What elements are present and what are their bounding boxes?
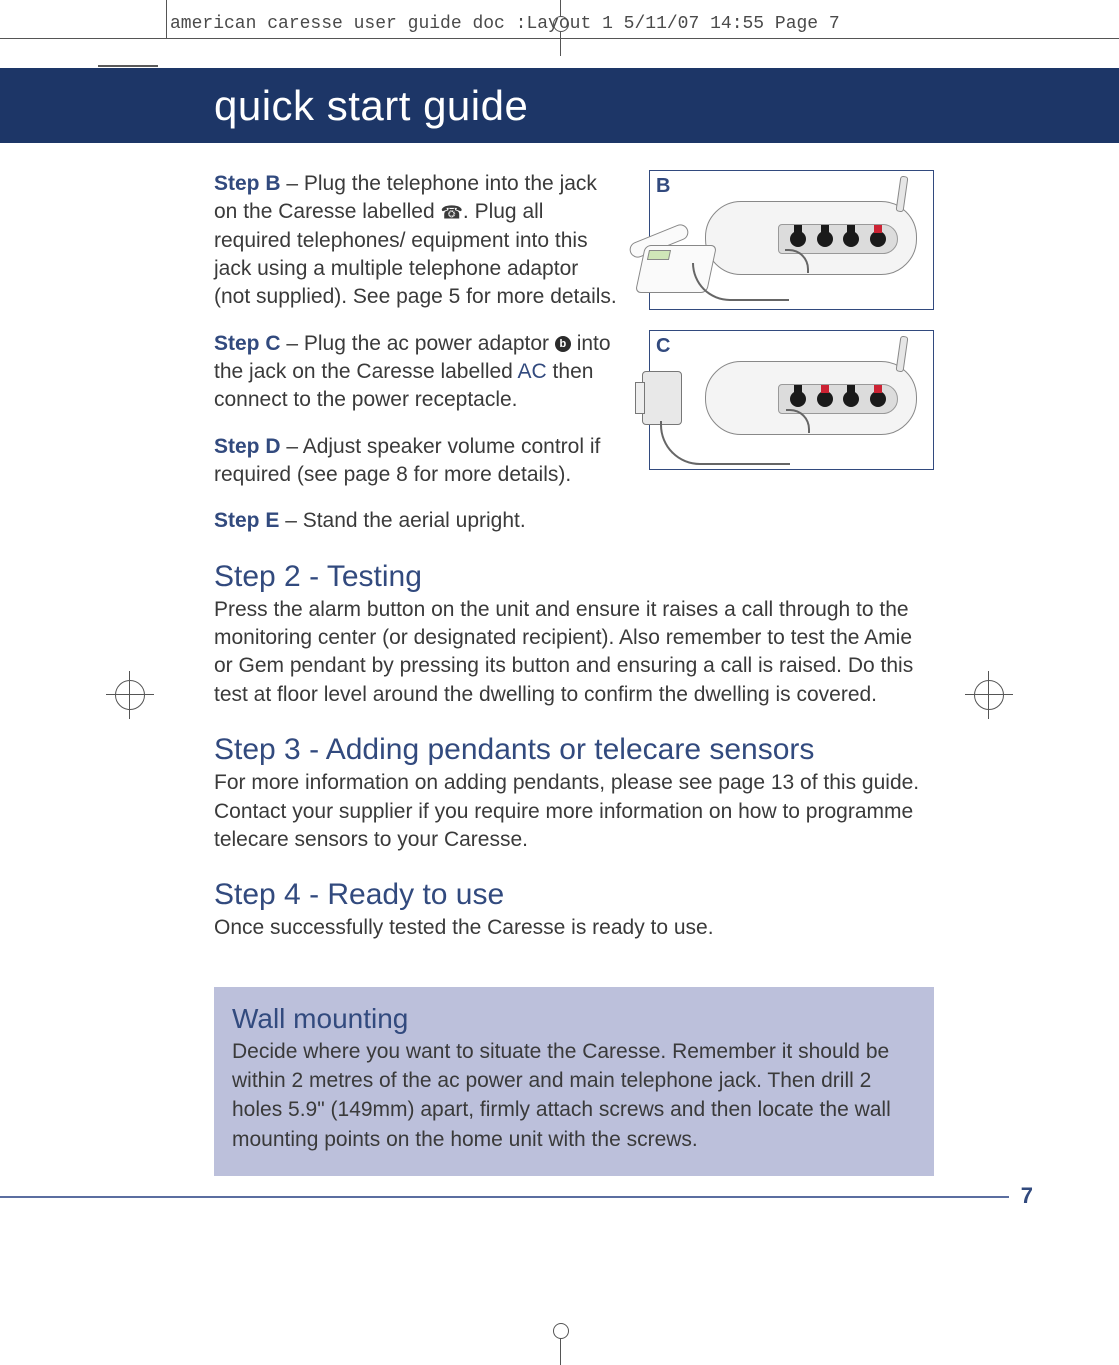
jack-icon [817, 391, 833, 407]
step-e-label: Step E [214, 509, 279, 532]
ac-label: AC [518, 360, 547, 383]
section-pendants-heading: Step 3 - Adding pendants or telecare sen… [214, 733, 934, 767]
page: american caresse user guide doc :Layout … [0, 0, 1119, 1365]
step-e-row: Step E – Stand the aerial upright. [214, 507, 934, 535]
jack-icon [843, 391, 859, 407]
diagram-b: B [649, 170, 934, 310]
antenna-icon [896, 335, 909, 372]
jack-icon [843, 231, 859, 247]
page-title: quick start guide [0, 68, 1119, 143]
section-testing-heading: Step 2 - Testing [214, 560, 934, 594]
section-ready-body: Once successfully tested the Caresse is … [214, 914, 934, 942]
title-band: quick start guide [0, 68, 1119, 143]
step-b-row: Step B – Plug the telephone into the jac… [214, 170, 934, 312]
crop-mark-center [560, 38, 561, 56]
diagram-c: C [649, 330, 934, 470]
wall-mounting-box: Wall mounting Decide where you want to s… [214, 987, 934, 1177]
diagram-c-label: C [656, 335, 670, 358]
antenna-icon [896, 176, 909, 213]
registration-mark-icon [115, 680, 145, 710]
crop-mark-corner [98, 65, 158, 67]
step-b-text: Step B – Plug the telephone into the jac… [214, 170, 619, 312]
registration-mark-icon [974, 680, 1004, 710]
jack-icon [870, 391, 886, 407]
adaptor-dot-icon: b [555, 336, 571, 352]
step-c-text: Step C – Plug the ac power adaptor b int… [214, 330, 619, 490]
jack-icon [790, 391, 806, 407]
step-b-label: Step B [214, 172, 281, 195]
section-pendants-body: For more information on adding pendants,… [214, 769, 934, 854]
step-c-label: Step C [214, 332, 281, 355]
jack-icon [790, 231, 806, 247]
cable-icon [692, 263, 789, 301]
footer-rule [0, 1196, 1009, 1198]
jack-icon [817, 231, 833, 247]
crop-mark-circle [553, 1323, 569, 1339]
diagram-b-label: B [656, 175, 670, 198]
step-d-label: Step D [214, 435, 281, 458]
print-slug: american caresse user guide doc :Layout … [170, 14, 840, 34]
step-c-text-1: – Plug the ac power adaptor [281, 332, 555, 355]
content-area: Step B – Plug the telephone into the jac… [214, 170, 934, 1176]
cable-icon [660, 421, 790, 465]
page-number: 7 [1021, 1183, 1033, 1209]
jack-icon [870, 231, 886, 247]
section-testing-body: Press the alarm button on the unit and e… [214, 596, 934, 709]
wall-mounting-heading: Wall mounting [232, 1003, 916, 1035]
phone-icon: ☎ [440, 203, 462, 223]
crop-mark-v [166, 0, 167, 38]
section-ready-heading: Step 4 - Ready to use [214, 878, 934, 912]
power-plug-icon [642, 371, 682, 425]
step-c-row: Step C – Plug the ac power adaptor b int… [214, 330, 934, 490]
wall-mounting-body: Decide where you want to situate the Car… [232, 1037, 916, 1155]
step-e-text: – Stand the aerial upright. [279, 509, 525, 532]
